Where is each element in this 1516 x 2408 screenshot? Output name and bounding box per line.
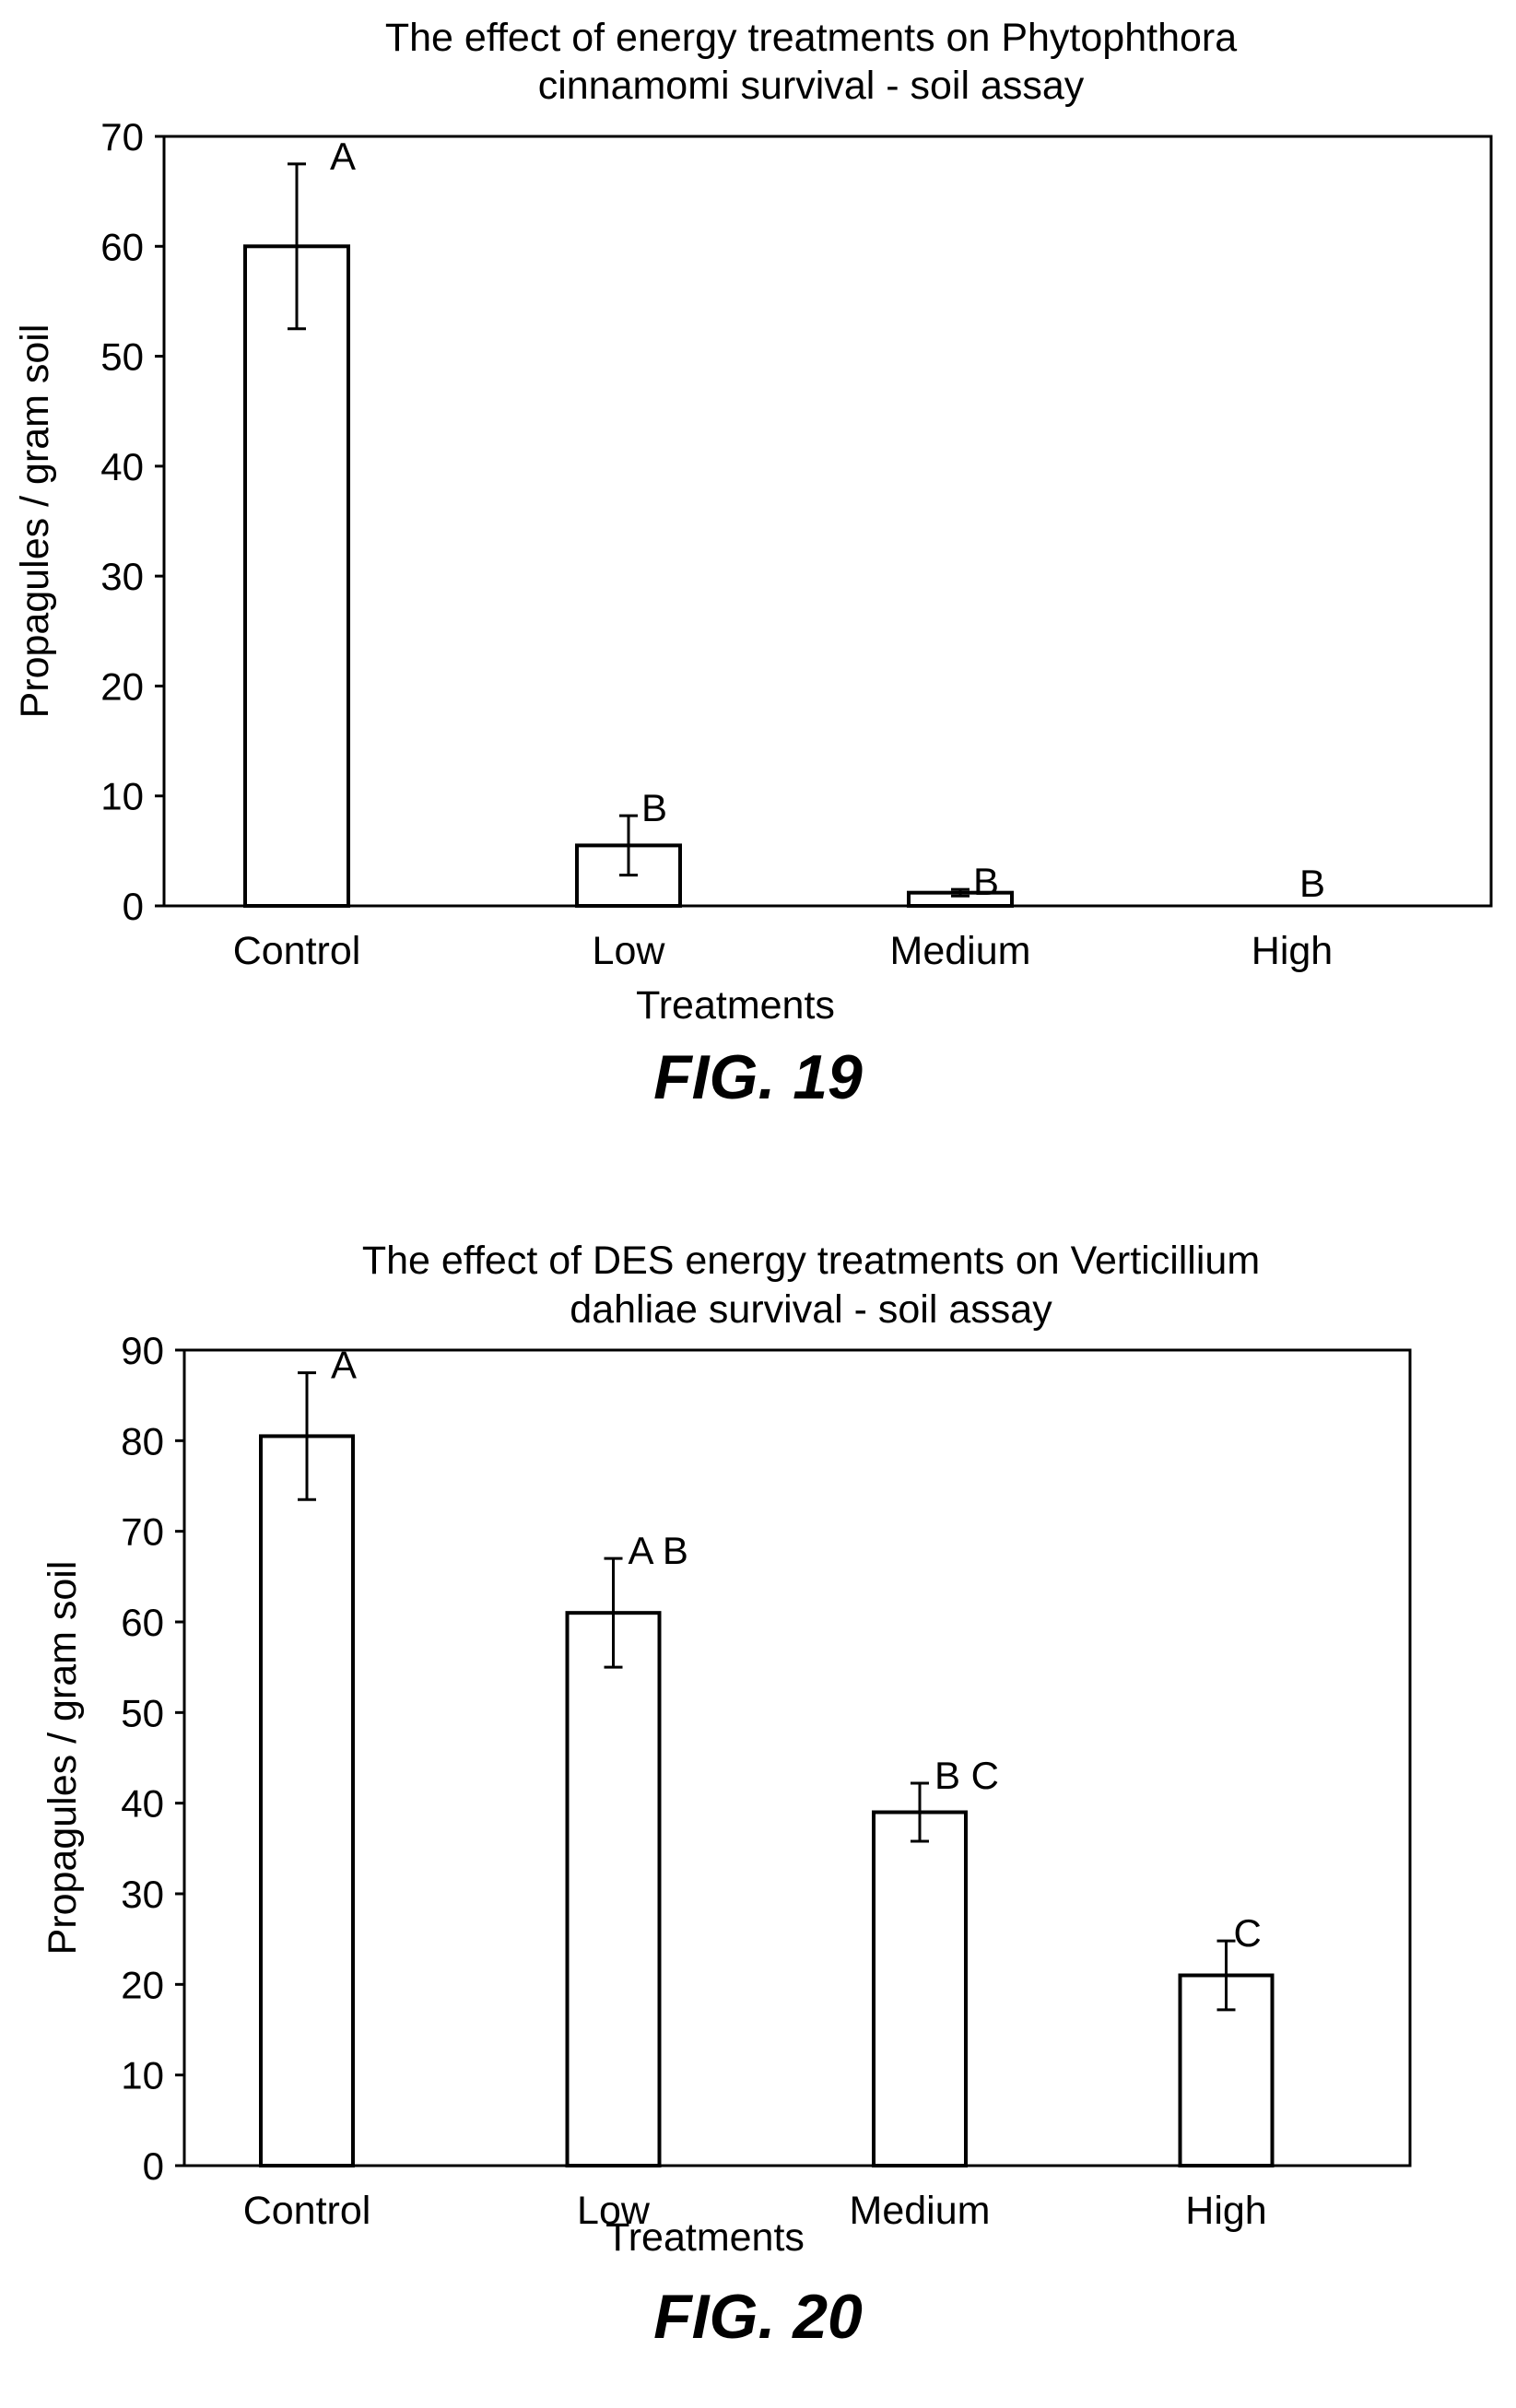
chart-title-line: dahliae survival - soil assay xyxy=(570,1287,1052,1332)
y-tick-label: 60 xyxy=(100,225,144,268)
x-tick-label: Medium xyxy=(850,2189,991,2233)
significance-letter: B xyxy=(1299,862,1325,905)
x-tick-label: Control xyxy=(243,2189,371,2233)
significance-letter: B C xyxy=(934,1754,999,1797)
x-tick-label: Medium xyxy=(890,929,1031,973)
bar xyxy=(565,1611,662,2167)
y-tick-label: 0 xyxy=(123,885,144,928)
y-tick-label: 80 xyxy=(121,1419,164,1462)
bar xyxy=(872,1810,968,2167)
chart-20: The effect of DES energy treatments on V… xyxy=(41,1239,1412,2260)
chart-title-line: cinnamomi survival - soil assay xyxy=(538,64,1085,108)
y-tick-label: 20 xyxy=(121,1963,164,2006)
y-tick-label: 70 xyxy=(100,115,144,159)
y-axis-label: Propagules / gram soil xyxy=(13,324,57,719)
y-tick-label: 30 xyxy=(121,1873,164,1916)
y-tick-label: 50 xyxy=(100,335,144,379)
significance-letter: A xyxy=(330,135,356,178)
y-tick-label: 90 xyxy=(121,1329,164,1372)
y-axis-label: Propagules / gram soil xyxy=(41,1561,85,1956)
significance-letter: A xyxy=(331,1344,357,1387)
y-tick-label: 10 xyxy=(100,775,144,818)
significance-letter: C xyxy=(1234,1911,1262,1955)
y-tick-label: 50 xyxy=(121,1691,164,1734)
x-tick-label: High xyxy=(1252,929,1333,973)
chart-title-line: The effect of energy treatments on Phyto… xyxy=(385,16,1237,60)
significance-letter: A B xyxy=(629,1529,688,1572)
y-tick-label: 20 xyxy=(100,664,144,708)
y-tick-label: 30 xyxy=(100,555,144,598)
figure-20-label: FIG. 20 xyxy=(653,2282,863,2352)
chart-19: The effect of energy treatments on Phyto… xyxy=(13,16,1493,1028)
y-tick-label: 10 xyxy=(121,2054,164,2097)
significance-letter: B xyxy=(641,786,667,829)
bar xyxy=(243,244,350,908)
y-tick-label: 60 xyxy=(121,1601,164,1644)
figure-19-label: FIG. 19 xyxy=(653,1042,863,1112)
significance-letter: B xyxy=(973,860,999,903)
bar xyxy=(259,1434,355,2167)
x-tick-label: Low xyxy=(593,929,666,973)
plot-frame xyxy=(182,1348,1412,2167)
y-tick-label: 40 xyxy=(100,445,144,488)
y-tick-label: 0 xyxy=(143,2144,164,2188)
y-tick-label: 70 xyxy=(121,1510,164,1554)
x-tick-label: Low xyxy=(577,2189,651,2233)
chart-title-line: The effect of DES energy treatments on V… xyxy=(362,1239,1260,1283)
y-tick-label: 40 xyxy=(121,1782,164,1826)
x-tick-label: Control xyxy=(233,929,361,973)
x-axis-label: Treatments xyxy=(605,2215,805,2260)
plot-frame xyxy=(162,135,1493,908)
x-tick-label: High xyxy=(1185,2189,1266,2233)
x-axis-label: Treatments xyxy=(636,983,835,1028)
